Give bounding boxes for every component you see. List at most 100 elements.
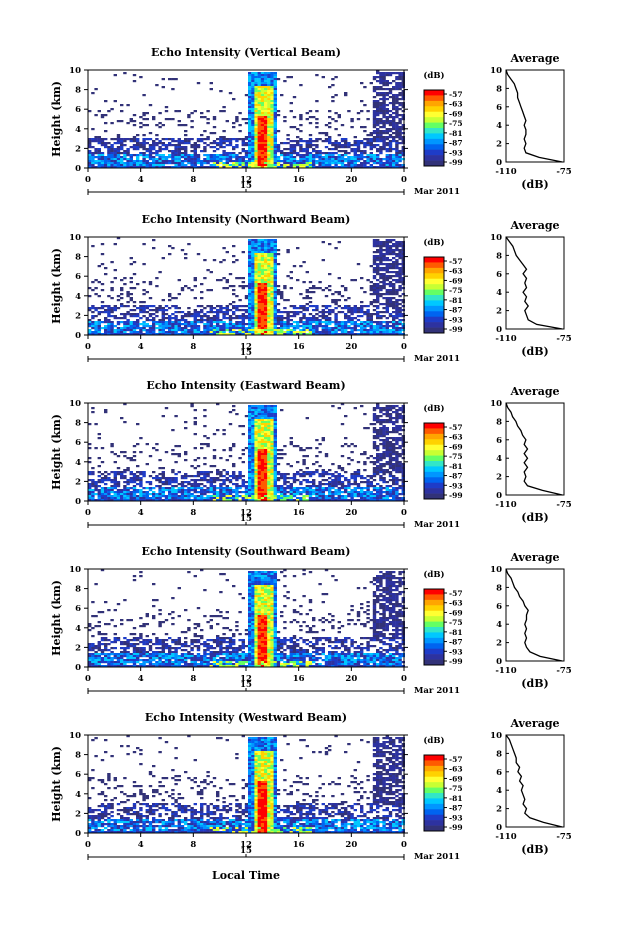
heatmap-cell <box>257 463 261 466</box>
heatmap-cell <box>260 116 265 119</box>
heatmap-cell <box>161 78 165 81</box>
heatmap-cell <box>104 142 108 145</box>
heatmap-cell <box>251 122 255 125</box>
heatmap-cell <box>190 146 194 149</box>
heatmap-cell <box>248 102 252 105</box>
heatmap-cell <box>264 148 268 151</box>
heatmap-cell <box>388 303 393 306</box>
heatmap-cell <box>148 283 153 286</box>
heatmap-cell <box>360 150 364 153</box>
heatmap-cell <box>257 76 261 79</box>
colorbar-swatch <box>424 128 444 134</box>
heatmap-cell <box>382 164 386 167</box>
heatmap-cell <box>232 443 236 446</box>
heatmap-cell <box>395 164 399 167</box>
heatmap-cell <box>251 447 255 450</box>
heatmap-cell <box>401 154 405 157</box>
heatmap-cell <box>174 317 178 320</box>
heatmap-cell <box>94 333 98 336</box>
heatmap-cell <box>180 146 185 149</box>
heatmap-cell <box>260 245 265 248</box>
y-tick-label: 4 <box>75 292 81 302</box>
heatmap-cell <box>264 261 268 264</box>
heatmap-cell <box>209 166 213 169</box>
heatmap-cell <box>251 90 255 93</box>
heatmap-cell <box>196 311 201 314</box>
heatmap-cell <box>379 76 383 79</box>
heatmap-cell <box>385 303 389 306</box>
heatmap-cell <box>200 138 204 141</box>
heatmap-cell <box>328 289 332 292</box>
heatmap-cell <box>315 307 319 310</box>
heatmap-cell <box>209 309 213 312</box>
heatmap-cell <box>260 497 265 500</box>
heatmap-cell <box>388 315 393 318</box>
heatmap-cell <box>379 273 383 276</box>
heatmap-cell <box>334 247 338 250</box>
colorbar-swatch <box>424 289 444 296</box>
heatmap-cell <box>94 307 98 310</box>
heatmap-cell <box>142 325 146 328</box>
heatmap-cell <box>123 403 127 406</box>
heatmap-cell <box>184 156 188 159</box>
heatmap-cell <box>379 245 383 248</box>
heatmap-cell <box>302 261 306 264</box>
heatmap-cell <box>212 317 217 320</box>
heatmap-cell <box>392 333 396 336</box>
heatmap-cell <box>395 311 399 314</box>
heatmap-cell <box>190 485 194 488</box>
heatmap-cell <box>308 152 313 155</box>
heatmap-cell <box>270 90 274 93</box>
heatmap-cell <box>193 325 197 328</box>
heatmap-cell <box>241 495 245 498</box>
heatmap-cell <box>94 483 98 486</box>
heatmap-cell <box>401 104 405 107</box>
heatmap-cell <box>270 164 274 167</box>
heatmap-cell <box>254 493 258 496</box>
heatmap-cell <box>222 329 226 332</box>
heatmap-cell <box>142 152 146 155</box>
heatmap-cell <box>164 331 169 334</box>
heatmap-cell <box>260 72 265 75</box>
heatmap-cell <box>142 475 146 478</box>
heatmap-cell <box>161 323 165 326</box>
heatmap-cell <box>257 311 261 314</box>
heatmap-cell <box>251 445 255 448</box>
heatmap-cell <box>209 331 213 334</box>
heatmap-cell <box>88 331 92 334</box>
heatmap-cell <box>376 333 380 336</box>
heatmap-cell <box>209 305 213 308</box>
heatmap-cell <box>299 150 303 153</box>
heatmap-cell <box>302 140 306 143</box>
heatmap-cell <box>251 429 255 432</box>
heatmap-cell <box>113 166 117 169</box>
colorbar-swatch <box>424 300 444 307</box>
colorbar-tick-label: -57 <box>449 257 463 266</box>
heatmap-cell <box>257 477 261 480</box>
heatmap-cell <box>260 299 265 302</box>
heatmap-cell <box>174 305 178 308</box>
heatmap-cell <box>136 146 140 149</box>
heatmap-cell <box>171 88 175 91</box>
heatmap-cell <box>395 281 399 284</box>
heatmap-cell <box>260 251 265 254</box>
heatmap-cell <box>312 160 316 163</box>
heatmap-cell <box>158 321 162 324</box>
heatmap-cell <box>120 333 124 336</box>
heatmap-cell <box>366 323 370 326</box>
heatmap-cell <box>270 116 274 119</box>
heatmap-cell <box>337 116 341 119</box>
heatmap-cell <box>177 164 181 167</box>
heatmap-cell <box>110 481 114 484</box>
heatmap-cell <box>235 166 239 169</box>
heatmap-cell <box>385 108 389 111</box>
heatmap-cell <box>120 279 124 282</box>
heatmap-cell <box>273 411 277 414</box>
heatmap-cell <box>139 144 143 147</box>
heatmap-cell <box>91 485 95 488</box>
heatmap-cell <box>254 459 258 462</box>
heatmap-cell <box>331 329 335 332</box>
heatmap-cell <box>257 469 261 472</box>
heatmap-cell <box>299 329 303 332</box>
heatmap-cell <box>244 142 249 145</box>
